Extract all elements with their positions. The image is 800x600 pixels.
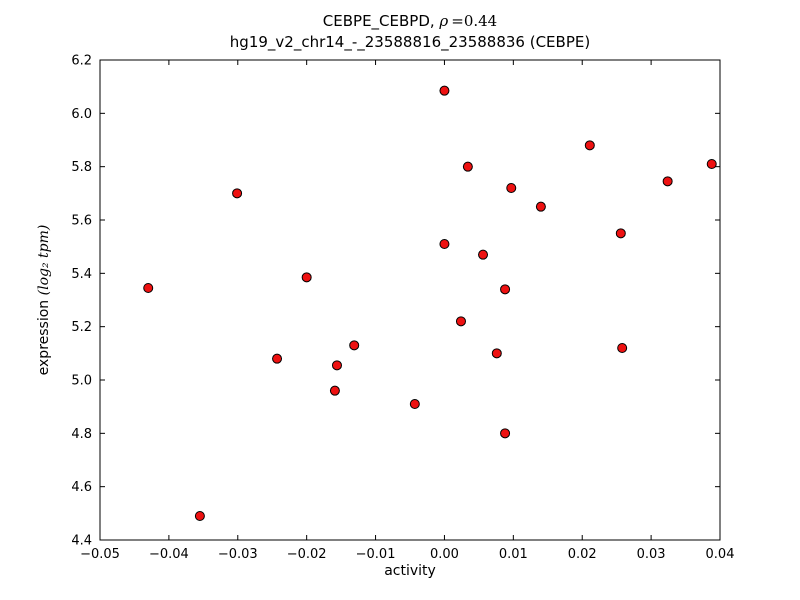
axes-frame	[99, 59, 721, 541]
y-tick-label: 5.2	[71, 320, 92, 335]
data-point	[272, 353, 283, 364]
chart-title-text: CEBPE_CEBPD,	[322, 12, 440, 30]
data-point	[478, 249, 489, 260]
data-point	[491, 348, 502, 359]
data-point	[617, 343, 628, 353]
data-point	[584, 140, 595, 151]
x-tick-label: 0.04	[706, 547, 735, 562]
x-tick-label: 0.03	[637, 547, 666, 562]
data-point	[500, 428, 511, 439]
data-point	[455, 316, 466, 327]
x-tick-label: −0.01	[356, 547, 396, 562]
data-point	[232, 188, 243, 199]
data-point	[331, 360, 342, 371]
data-point	[194, 511, 205, 521]
data-point	[462, 161, 473, 172]
y-tick-label: 4.8	[71, 427, 92, 442]
rho-symbol: ρ	[439, 12, 449, 30]
data-point	[409, 399, 420, 409]
y-tick-label: 6.2	[71, 54, 92, 69]
data-point	[506, 183, 517, 193]
data-point	[439, 85, 450, 96]
x-tick-label: −0.02	[287, 547, 327, 562]
data-point	[439, 239, 450, 249]
data-point	[143, 283, 154, 293]
y-tick-label: 5.6	[71, 214, 92, 229]
x-tick-label: −0.03	[218, 547, 258, 562]
y-tick-label: 5.8	[71, 160, 92, 175]
x-tick-label: 0.01	[499, 547, 528, 562]
y-tick-label: 5.4	[71, 267, 92, 282]
chart-title: CEBPE_CEBPD, ρ =0.44	[323, 12, 497, 30]
chart-subtitle: hg19_v2_chr14_-_23588816_23588836 (CEBPE…	[229, 33, 591, 51]
rho-value: =0.44	[451, 12, 498, 30]
x-tick-label: −0.04	[149, 547, 189, 562]
data-point	[615, 228, 626, 239]
data-point	[662, 176, 673, 187]
x-tick-label: 0.00	[430, 547, 459, 562]
data-point	[500, 284, 511, 295]
data-point	[301, 272, 312, 283]
y-tick-label: 6.0	[71, 107, 92, 122]
data-point	[329, 385, 340, 396]
data-point	[706, 159, 717, 169]
x-axis-label: activity	[384, 563, 436, 579]
y-tick-label: 4.4	[71, 534, 92, 549]
y-tick-label: 4.6	[71, 480, 92, 495]
x-tick-label: −0.05	[80, 547, 120, 562]
y-tick-label: 5.0	[71, 374, 92, 389]
data-point	[535, 201, 546, 212]
data-point	[349, 340, 360, 351]
x-tick-label: 0.02	[568, 547, 597, 562]
